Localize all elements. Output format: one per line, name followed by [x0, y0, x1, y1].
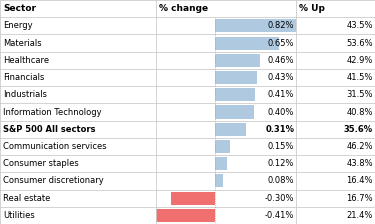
Text: Information Technology: Information Technology [3, 108, 102, 116]
Text: 16.4%: 16.4% [346, 177, 373, 185]
Text: Consumer staples: Consumer staples [3, 159, 79, 168]
Text: 0.65%: 0.65% [268, 39, 294, 47]
Bar [0, 172, 375, 190]
Text: S&P 500 All sectors: S&P 500 All sectors [3, 125, 96, 134]
Bar [214, 140, 230, 153]
Text: 42.9%: 42.9% [346, 56, 373, 65]
Text: % Up: % Up [299, 4, 325, 13]
Text: Energy: Energy [3, 21, 33, 30]
Bar [0, 121, 375, 138]
Text: 0.31%: 0.31% [265, 125, 294, 134]
Bar [0, 69, 375, 86]
Text: Industrials: Industrials [3, 90, 47, 99]
Text: Materials: Materials [3, 39, 42, 47]
Text: 21.4%: 21.4% [346, 211, 373, 220]
Bar [0, 86, 375, 103]
Bar [214, 123, 246, 136]
Text: 0.15%: 0.15% [268, 142, 294, 151]
Bar [0, 34, 375, 52]
Bar [214, 88, 255, 101]
Text: 43.5%: 43.5% [346, 21, 373, 30]
Text: 43.8%: 43.8% [346, 159, 373, 168]
Text: 0.08%: 0.08% [268, 177, 294, 185]
Text: Real estate: Real estate [3, 194, 50, 203]
Bar [214, 54, 261, 67]
Bar [214, 157, 226, 170]
Text: % change: % change [159, 4, 208, 13]
Text: 0.43%: 0.43% [268, 73, 294, 82]
Bar [214, 37, 279, 50]
Bar [0, 207, 375, 224]
Text: Communication services: Communication services [3, 142, 106, 151]
Bar [214, 174, 223, 187]
Bar [171, 192, 214, 205]
Text: 0.12%: 0.12% [268, 159, 294, 168]
Text: 41.5%: 41.5% [346, 73, 373, 82]
Text: 0.46%: 0.46% [268, 56, 294, 65]
Bar [0, 17, 375, 34]
Bar [0, 103, 375, 121]
Bar [0, 52, 375, 69]
Text: Sector: Sector [3, 4, 36, 13]
Text: Consumer discretionary: Consumer discretionary [3, 177, 104, 185]
Text: 31.5%: 31.5% [346, 90, 373, 99]
Bar [0, 155, 375, 172]
Bar [156, 209, 214, 222]
Text: 53.6%: 53.6% [346, 39, 373, 47]
Text: 16.7%: 16.7% [346, 194, 373, 203]
Bar [214, 19, 296, 32]
Text: -0.41%: -0.41% [265, 211, 294, 220]
Bar [214, 106, 255, 118]
Text: 0.40%: 0.40% [268, 108, 294, 116]
Text: Utilities: Utilities [3, 211, 35, 220]
Text: 35.6%: 35.6% [344, 125, 373, 134]
Text: 46.2%: 46.2% [346, 142, 373, 151]
Text: 40.8%: 40.8% [346, 108, 373, 116]
Bar [0, 190, 375, 207]
Bar [0, 0, 375, 17]
Text: Financials: Financials [3, 73, 44, 82]
Text: -0.30%: -0.30% [265, 194, 294, 203]
Bar [0, 138, 375, 155]
Text: 0.41%: 0.41% [268, 90, 294, 99]
Bar [214, 71, 258, 84]
Text: Healthcare: Healthcare [3, 56, 49, 65]
Text: 0.82%: 0.82% [268, 21, 294, 30]
